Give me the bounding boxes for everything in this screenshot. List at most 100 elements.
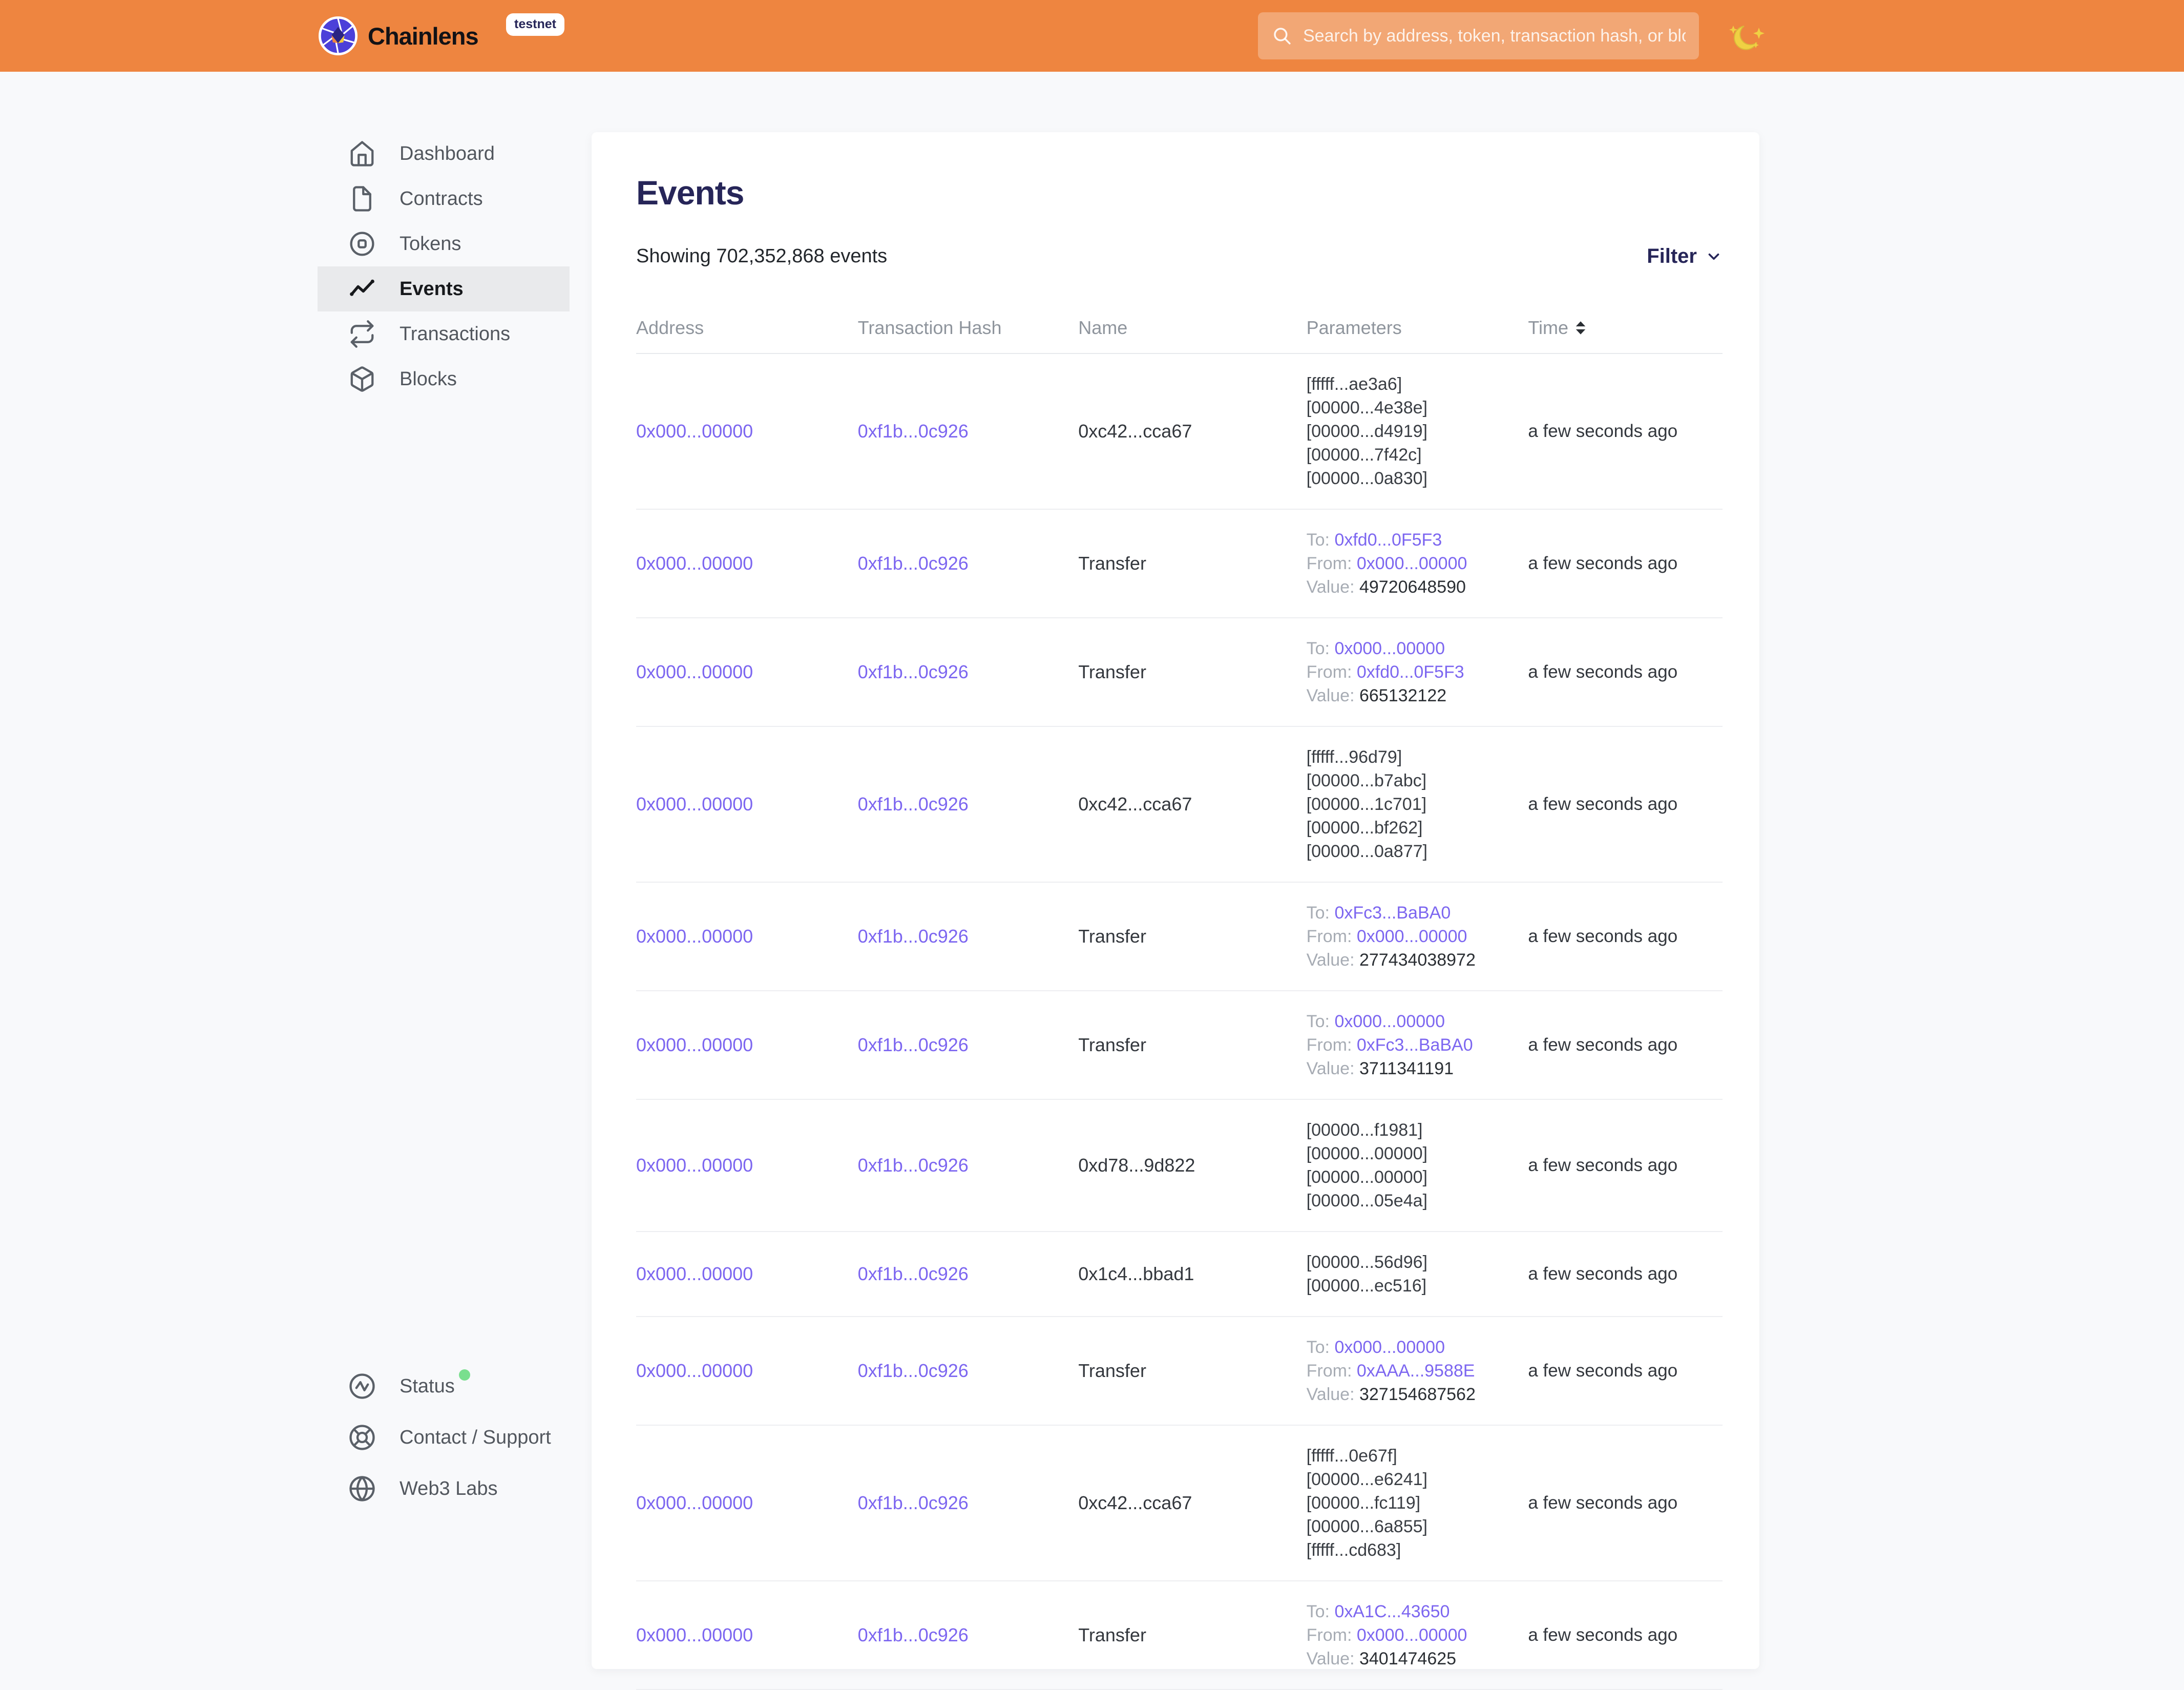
transaction-hash-link[interactable]: 0xf1b...0c926	[857, 553, 969, 574]
sidebar-item-status[interactable]: Status	[318, 1361, 570, 1412]
address-link[interactable]: 0x000...00000	[636, 553, 753, 574]
transfer-to-line: To: 0x000...00000	[1307, 1336, 1528, 1359]
sidebar-item-contracts[interactable]: Contracts	[318, 176, 570, 221]
transfer-to-address-link[interactable]: 0x000...00000	[1334, 1012, 1445, 1031]
table-header-row: Address Transaction Hash Name Parameters…	[636, 317, 1723, 354]
transfer-to-address-link[interactable]: 0x000...00000	[1334, 1338, 1445, 1357]
transfer-value-line: Value: 277434038972	[1307, 948, 1528, 972]
address-link[interactable]: 0x000...00000	[636, 1155, 753, 1176]
address-link[interactable]: 0x000...00000	[636, 926, 753, 947]
parameter-topic: [00000...00000]	[1306, 1144, 1427, 1163]
brand[interactable]: Chainlens	[319, 0, 479, 72]
cell-parameters: To: 0x000...00000 From: 0xfd0...0F5F3 Valu…	[1307, 637, 1528, 707]
transaction-hash-link[interactable]: 0xf1b...0c926	[857, 926, 969, 947]
sidebar-item-label: Transactions	[400, 323, 511, 345]
transaction-hash-link[interactable]: 0xf1b...0c926	[857, 1360, 969, 1381]
address-link[interactable]: 0x000...00000	[636, 1492, 753, 1513]
sidebar-item-dashboard[interactable]: Dashboard	[318, 131, 570, 176]
address-link[interactable]: 0x000...00000	[636, 661, 753, 682]
address-link[interactable]: 0x000...00000	[636, 1034, 753, 1055]
cell-transaction-hash: 0xf1b...0c926	[858, 1263, 1079, 1285]
parameter-topic: [00000...f1981]	[1306, 1120, 1423, 1140]
filter-button[interactable]: Filter	[1647, 245, 1723, 268]
transaction-hash-link[interactable]: 0xf1b...0c926	[857, 661, 969, 682]
cell-parameters: To: 0xfd0...0F5F3 From: 0x000...00000 Valu…	[1307, 528, 1528, 599]
transfer-value-line: Value: 3711341191	[1307, 1057, 1528, 1080]
cell-address: 0x000...00000	[636, 661, 858, 683]
parameter-topic: [00000...bf262]	[1306, 818, 1423, 838]
parameter-topic: [00000...0a830]	[1306, 469, 1427, 488]
transfer-from-address-link[interactable]: 0xFc3...BaBA0	[1356, 1035, 1473, 1055]
sidebar-item-label: Contracts	[400, 187, 483, 210]
sidebar-item-contact-support[interactable]: Contact / Support	[318, 1412, 570, 1463]
sidebar-item-tokens[interactable]: Tokens	[318, 221, 570, 266]
parameter-topic: [00000...ec516]	[1306, 1276, 1427, 1296]
theme-toggle-button[interactable]	[1725, 17, 1771, 56]
cell-time: a few seconds ago	[1528, 926, 1678, 946]
transfer-value-amount: 327154687562	[1359, 1385, 1476, 1404]
transfer-value-line: Value: 49720648590	[1307, 575, 1528, 599]
sidebar-item-blocks[interactable]: Blocks	[318, 357, 570, 402]
address-link[interactable]: 0x000...00000	[636, 1263, 753, 1284]
pulse-circle-icon	[348, 1372, 376, 1400]
cell-parameters: [00000...f1981] [00000...00000] [00000...0…	[1307, 1118, 1528, 1213]
transaction-hash-link[interactable]: 0xf1b...0c926	[857, 1492, 969, 1513]
cell-event-name: Transfer	[1078, 553, 1146, 574]
address-link[interactable]: 0x000...00000	[636, 1360, 753, 1381]
cell-event-name: Transfer	[1078, 926, 1146, 947]
sidebar-item-label: Contact / Support	[400, 1426, 551, 1448]
address-link[interactable]: 0x000...00000	[636, 1624, 753, 1645]
moon-icon	[1725, 17, 1771, 56]
cell-transaction-hash: 0xf1b...0c926	[858, 1034, 1079, 1056]
sidebar-item-label: Status	[400, 1369, 470, 1397]
transfer-to-address-link[interactable]: 0xFc3...BaBA0	[1334, 903, 1451, 923]
transfer-from-address-link[interactable]: 0xAAA...9588E	[1356, 1361, 1475, 1381]
table-row: 0x000...00000 0xf1b...0c926 Transfer To: 0x…	[636, 883, 1723, 991]
parameter-topic: [00000...6a855]	[1306, 1517, 1427, 1536]
transaction-hash-link[interactable]: 0xf1b...0c926	[857, 421, 969, 442]
table-row: 0x000...00000 0xf1b...0c926 0xd78...9d822 […	[636, 1100, 1723, 1232]
transaction-hash-link[interactable]: 0xf1b...0c926	[857, 1034, 969, 1055]
page-title: Events	[636, 174, 744, 212]
transfer-value-line: Value: 665132122	[1307, 684, 1528, 707]
address-link[interactable]: 0x000...00000	[636, 794, 753, 815]
sidebar-item-events[interactable]: Events	[318, 266, 570, 311]
cell-transaction-hash: 0xf1b...0c926	[858, 926, 1079, 947]
transaction-hash-link[interactable]: 0xf1b...0c926	[857, 1263, 969, 1284]
cell-event-name: Transfer	[1078, 1034, 1146, 1055]
search-input[interactable]: Search by address, token, transaction ha…	[1258, 12, 1699, 59]
events-table-body: 0x000...00000 0xf1b...0c926 0xc42...cca67 […	[636, 354, 1723, 1690]
cell-address: 0x000...00000	[636, 1360, 858, 1382]
transfer-from-address-link[interactable]: 0x000...00000	[1356, 554, 1467, 573]
parameter-topic: [00000...e6241]	[1306, 1470, 1427, 1489]
sidebar-item-transactions[interactable]: Transactions	[318, 311, 570, 357]
cell-transaction-hash: 0xf1b...0c926	[858, 1624, 1079, 1646]
transaction-hash-link[interactable]: 0xf1b...0c926	[857, 1624, 969, 1645]
transaction-hash-link[interactable]: 0xf1b...0c926	[857, 794, 969, 815]
table-row: 0x000...00000 0xf1b...0c926 Transfer To: 0x…	[636, 1317, 1723, 1426]
transfer-to-address-link[interactable]: 0x000...00000	[1334, 639, 1445, 658]
transfer-to-address-link[interactable]: 0xA1C...43650	[1334, 1602, 1450, 1621]
parameter-topic: [00000...7f42c]	[1306, 445, 1422, 465]
sort-updown-icon[interactable]	[1574, 320, 1587, 336]
transfer-value-line: Value: 327154687562	[1307, 1383, 1528, 1406]
column-header-time[interactable]: Time	[1528, 317, 1723, 339]
cell-time: a few seconds ago	[1528, 794, 1678, 814]
sidebar-item-web3-labs[interactable]: Web3 Labs	[318, 1463, 570, 1514]
cell-parameters: To: 0x000...00000 From: 0xFc3...BaBA0 Valu…	[1307, 1010, 1528, 1080]
transfer-from-address-link[interactable]: 0x000...00000	[1356, 927, 1467, 946]
sidebar-item-label: Blocks	[400, 368, 457, 390]
transfer-to-address-link[interactable]: 0xfd0...0F5F3	[1334, 530, 1442, 550]
table-row: 0x000...00000 0xf1b...0c926 Transfer To: 0x…	[636, 618, 1723, 727]
globe-icon	[348, 1475, 376, 1503]
address-link[interactable]: 0x000...00000	[636, 421, 753, 442]
transfer-from-address-link[interactable]: 0x000...00000	[1356, 1625, 1467, 1645]
cell-parameters: To: 0x000...00000 From: 0xAAA...9588E Valu…	[1307, 1336, 1528, 1406]
transaction-hash-link[interactable]: 0xf1b...0c926	[857, 1155, 969, 1176]
transfer-value-amount: 49720648590	[1359, 577, 1466, 597]
cell-parameters: [fffff...0e67f] [00000...e6241] [00000...f…	[1307, 1444, 1528, 1562]
parameter-topic: [fffff...cd683]	[1306, 1540, 1401, 1560]
events-panel: Events Showing 702,352,868 events Filter…	[592, 132, 1759, 1690]
column-header-name: Name	[1078, 317, 1128, 338]
transfer-from-address-link[interactable]: 0xfd0...0F5F3	[1356, 662, 1464, 682]
